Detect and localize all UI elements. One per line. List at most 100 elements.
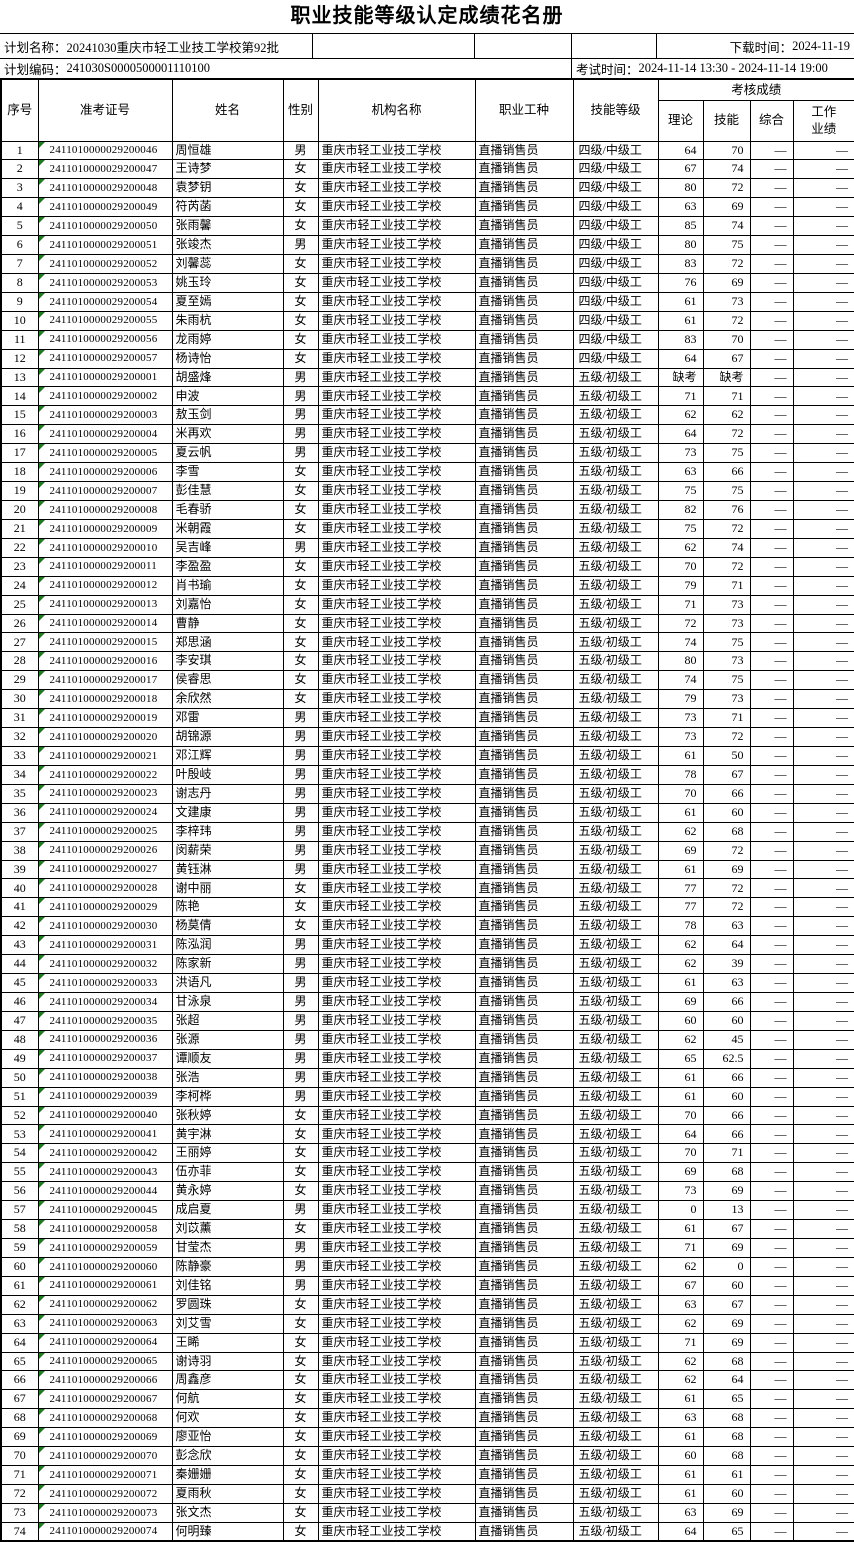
cell-comprehensive-score: — <box>749 1067 794 1088</box>
green-corner-indicator-icon <box>39 198 45 205</box>
cell-gender: 女 <box>282 272 319 293</box>
cell-exam-id: 2411010000029200026 <box>37 840 173 861</box>
cell-level: 五级/初级工 <box>572 424 659 445</box>
cell-comprehensive-score: — <box>749 310 794 331</box>
cell-org: 重庆市轻工业技工学校 <box>317 405 476 426</box>
cell-name: 李雪 <box>171 462 284 483</box>
cell-org: 重庆市轻工业技工学校 <box>317 140 476 161</box>
download-time-cell: 下载时间： 2024-11-19 <box>657 34 854 58</box>
cell-org: 重庆市轻工业技工学校 <box>317 1256 476 1277</box>
cell-work-performance-score: — <box>792 1162 854 1183</box>
cell-name: 邓雷 <box>171 708 284 729</box>
cell-theory-score: 79 <box>657 575 704 596</box>
cell-exam-id: 2411010000029200070 <box>37 1446 173 1467</box>
cell-theory-score: 73 <box>657 708 704 729</box>
cell-org: 重庆市轻工业技工学校 <box>317 1332 476 1353</box>
table-row: 33 2411010000029200021 邓江辉男重庆市轻工业技工学校 直播销售员… <box>0 746 854 766</box>
cell-gender: 女 <box>282 462 319 483</box>
green-corner-indicator-icon <box>39 1258 45 1264</box>
cell-skill-score: 13 <box>702 1200 751 1221</box>
table-row: 14 2411010000029200002 申波男重庆市轻工业技工学校 直播销售员五… <box>0 386 854 407</box>
cell-exam-id: 2411010000029200010 <box>37 537 173 558</box>
cell-name: 伍亦菲 <box>171 1162 284 1183</box>
table-row: 66 2411010000029200066 周鑫彦女重庆市轻工业技工学校 直播销售员… <box>0 1370 854 1391</box>
cell-seq: 57 <box>0 1200 39 1221</box>
table-row: 27 2411010000029200015 郑思涵女重庆市轻工业技工学校 直播销售员… <box>0 632 854 653</box>
cell-seq: 33 <box>0 746 39 766</box>
cell-occupation: 直播销售员 <box>474 216 574 237</box>
cell-occupation: 直播销售员 <box>474 1256 574 1277</box>
cell-level: 五级/初级工 <box>572 935 659 956</box>
plan-name-value: 20241030重庆市轻工业技工学校第92批 <box>66 40 280 55</box>
cell-seq: 24 <box>0 575 39 596</box>
cell-name: 甘泳泉 <box>171 991 284 1012</box>
cell-comprehensive-score: — <box>749 840 794 861</box>
cell-skill-score: 62.5 <box>702 1048 751 1069</box>
cell-seq: 64 <box>0 1332 39 1353</box>
cell-name: 李盈盈 <box>171 556 284 577</box>
cell-seq: 41 <box>0 897 39 918</box>
cell-seq: 73 <box>0 1502 39 1523</box>
cell-work-performance-score: — <box>792 1483 854 1504</box>
cell-theory-score: 78 <box>657 916 704 937</box>
results-table: 序号 准考证号 姓名 性别 机构名称 职业工种 技能等级 考核成绩 理论 技能 … <box>0 78 854 1542</box>
cell-work-performance-score: — <box>792 159 854 180</box>
cell-level: 五级/初级工 <box>572 897 659 918</box>
cell-work-performance-score: — <box>792 197 854 218</box>
table-row: 25 2411010000029200013 刘嘉怡女重庆市轻工业技工学校 直播销售员… <box>0 594 854 615</box>
table-row: 16 2411010000029200004 米再欢男重庆市轻工业技工学校 直播销售员… <box>0 424 854 445</box>
cell-level: 四级/中级工 <box>572 310 659 331</box>
cell-name: 秦姗姗 <box>171 1465 284 1485</box>
cell-seq: 31 <box>0 708 39 729</box>
cell-name: 张秋婷 <box>171 1105 284 1126</box>
cell-level: 五级/初级工 <box>572 1086 659 1107</box>
cell-gender: 女 <box>282 481 319 502</box>
cell-occupation: 直播销售员 <box>474 727 574 747</box>
cell-work-performance-score: — <box>792 1124 854 1145</box>
cell-comprehensive-score: — <box>749 1048 794 1069</box>
download-time-label: 下载时间： <box>729 40 793 55</box>
table-row: 45 2411010000029200033 洪语凡男重庆市轻工业技工学校 直播销售员… <box>0 973 854 993</box>
cell-seq: 15 <box>0 405 39 426</box>
cell-seq: 60 <box>0 1256 39 1277</box>
plan-name-cell: 计划名称： 20241030重庆市轻工业技工学校第92批 <box>0 34 313 58</box>
cell-comprehensive-score: — <box>749 367 794 388</box>
cell-name: 文建康 <box>171 802 284 823</box>
cell-name: 袁梦钥 <box>171 178 284 199</box>
cell-gender: 男 <box>282 367 319 388</box>
cell-comprehensive-score: — <box>749 254 794 274</box>
cell-name: 刘苡薰 <box>171 1219 284 1239</box>
cell-work-performance-score: — <box>792 878 854 899</box>
cell-name: 陈艳 <box>171 897 284 918</box>
cell-gender: 男 <box>282 1048 319 1069</box>
cell-org: 重庆市轻工业技工学校 <box>317 443 476 464</box>
cell-skill-score: 60 <box>702 1275 751 1296</box>
cell-theory-score: 61 <box>657 802 704 823</box>
cell-exam-id: 2411010000029200058 <box>37 1219 173 1239</box>
cell-org: 重庆市轻工业技工学校 <box>317 518 476 539</box>
cell-gender: 男 <box>282 708 319 729</box>
cell-comprehensive-score: — <box>749 329 794 350</box>
cell-level: 四级/中级工 <box>572 272 659 293</box>
cell-occupation: 直播销售员 <box>474 1029 574 1050</box>
cell-work-performance-score: — <box>792 556 854 577</box>
cell-exam-id: 2411010000029200050 <box>37 216 173 237</box>
cell-exam-id: 2411010000029200011 <box>37 556 173 577</box>
cell-skill-score: 72 <box>702 840 751 861</box>
cell-work-performance-score: — <box>792 1029 854 1050</box>
cell-exam-id: 2411010000029200060 <box>37 1256 173 1277</box>
cell-theory-score: 73 <box>657 443 704 464</box>
cell-skill-score: 75 <box>702 235 751 256</box>
green-corner-indicator-icon <box>39 293 45 299</box>
cell-skill-score: 76 <box>702 500 751 520</box>
cell-org: 重庆市轻工业技工学校 <box>317 859 476 880</box>
cell-level: 五级/初级工 <box>572 1483 659 1504</box>
table-row: 2 2411010000029200047 王诗梦女重庆市轻工业技工学校 直播销售员四… <box>0 159 854 180</box>
cell-theory-score: 71 <box>657 1237 704 1258</box>
cell-seq: 21 <box>0 518 39 539</box>
cell-gender: 女 <box>282 575 319 596</box>
cell-name: 谢志丹 <box>171 783 284 804</box>
cell-occupation: 直播销售员 <box>474 1105 574 1126</box>
cell-theory-score: 71 <box>657 594 704 615</box>
cell-gender: 男 <box>282 1067 319 1088</box>
